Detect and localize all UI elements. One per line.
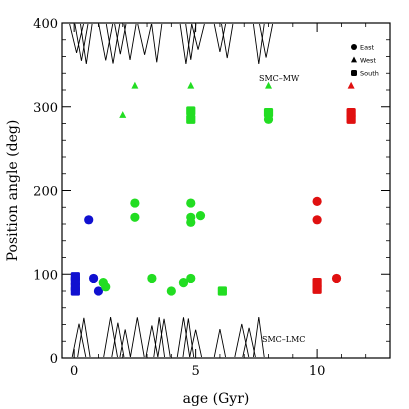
distribution-peak (213, 328, 227, 358)
annotation-smc-lmc: SMC–LMC (262, 335, 305, 344)
distribution-peak (213, 23, 227, 53)
data-point (347, 81, 355, 89)
y-tick-label: 0 (50, 352, 58, 367)
distribution-peak (137, 23, 152, 55)
data-point (93, 286, 104, 296)
data-point (131, 81, 139, 89)
distribution-peak (105, 23, 121, 64)
data-point (70, 272, 80, 282)
data-point (186, 198, 196, 208)
distribution-peak (157, 318, 171, 358)
annotation-smc-mw: SMC–MW (259, 74, 300, 83)
distribution-peak (191, 23, 205, 50)
distribution-peak (111, 322, 125, 358)
data-point (84, 215, 94, 225)
distribution-peak (182, 318, 195, 358)
data-point (312, 196, 322, 206)
data-point (346, 114, 356, 124)
legend-marker (351, 44, 357, 50)
distribution-peak (179, 23, 193, 64)
data-point (88, 273, 99, 284)
legend-label: East (360, 44, 374, 52)
distribution-peak (189, 329, 203, 358)
y-tick-label: 100 (33, 268, 58, 283)
distribution-peak (145, 325, 159, 358)
data-point (186, 273, 196, 284)
data-point (263, 108, 274, 118)
data-point (130, 212, 140, 222)
distribution-peak (71, 323, 87, 358)
data-point (178, 278, 189, 288)
legend-label: West (360, 57, 376, 65)
data-point (186, 217, 196, 227)
y-tick-label: 400 (33, 17, 58, 32)
distribution-peak (129, 317, 145, 358)
distribution-peak (77, 317, 91, 358)
distribution-peak (221, 23, 234, 59)
data-point (331, 273, 342, 284)
annotations: SMC–MW SMC–LMC (259, 74, 305, 344)
distribution-peak (98, 23, 114, 61)
distribution-peak (103, 316, 118, 358)
legend: East West South (351, 44, 379, 78)
legend-marker (351, 70, 357, 76)
data-point (195, 211, 206, 221)
x-axis-title: age (Gyr) (183, 391, 250, 407)
data-point (312, 215, 322, 225)
distribution-peak (80, 23, 93, 65)
distribution-peaks (69, 23, 274, 358)
distribution-peak (252, 316, 265, 358)
distribution-peak (74, 23, 89, 61)
data-point (101, 282, 111, 292)
distribution-peak (114, 23, 127, 55)
data-point (119, 111, 127, 118)
y-axis-title: Position angle (deg) (5, 120, 21, 262)
distribution-peak (153, 317, 166, 358)
distribution-peak (123, 23, 137, 61)
y-tick-label: 200 (33, 185, 58, 200)
data-point (166, 286, 176, 296)
legend-label: South (360, 70, 379, 78)
legend-marker (351, 56, 357, 63)
data-point (312, 284, 322, 294)
distribution-peak (151, 23, 163, 63)
data-point (263, 114, 274, 124)
plot-frame (61, 22, 391, 359)
data-point (130, 198, 140, 208)
distribution-peak (234, 323, 250, 358)
data-point (70, 286, 80, 296)
x-tick-label: 5 (191, 364, 199, 379)
distribution-peak (69, 23, 84, 53)
x-tick-label: 0 (70, 364, 78, 379)
y-tick-label: 300 (33, 101, 58, 116)
x-tick-label: 10 (309, 364, 326, 379)
data-point (187, 81, 195, 89)
data-point (147, 273, 157, 284)
distribution-peak (252, 23, 265, 65)
distribution-peak (185, 23, 197, 60)
distribution-peak (259, 23, 274, 58)
distribution-peak (119, 329, 131, 358)
data-point (217, 286, 227, 296)
distribution-peak (176, 317, 191, 358)
data-point (186, 106, 196, 116)
data-point (186, 114, 196, 124)
distribution-peak (242, 327, 256, 358)
data-points (70, 81, 356, 296)
data-point (265, 81, 273, 89)
